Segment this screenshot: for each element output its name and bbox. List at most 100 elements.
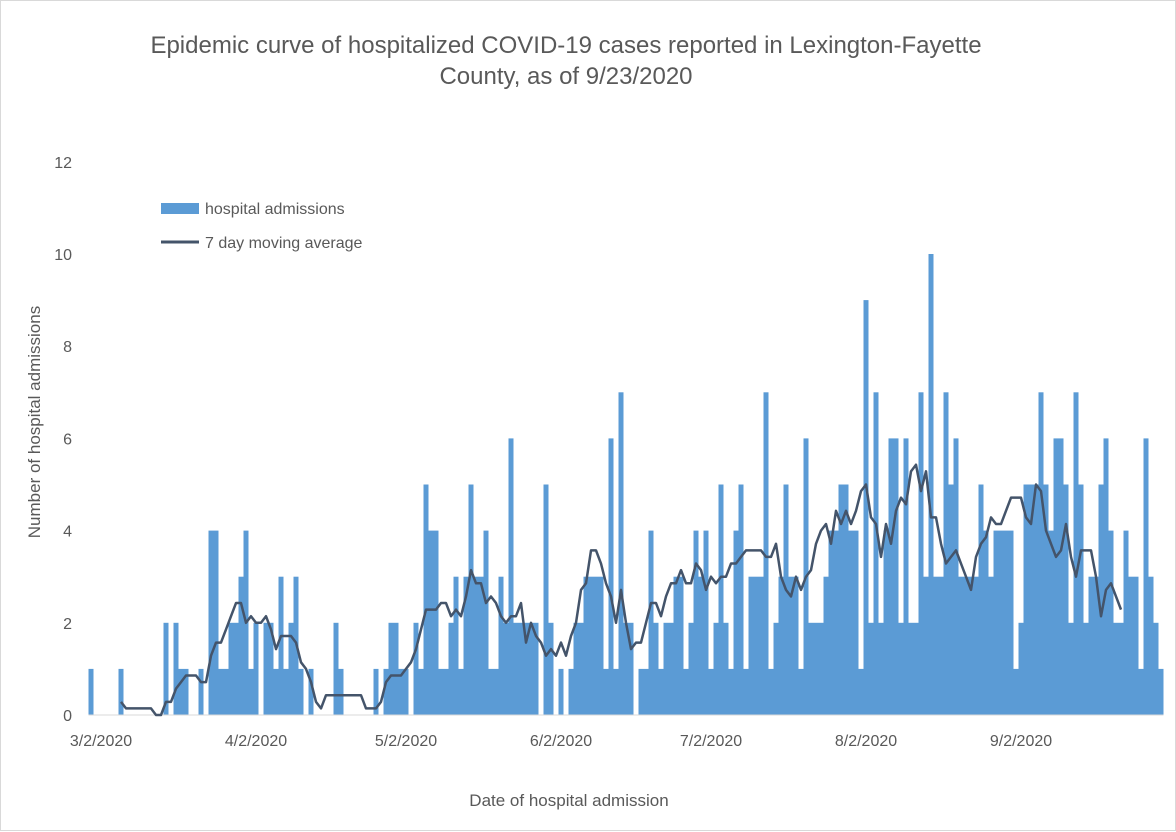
bar (983, 530, 989, 715)
bar (1133, 576, 1139, 715)
bar (933, 576, 939, 715)
bar (638, 668, 644, 715)
bar (678, 576, 684, 715)
bar (518, 622, 524, 715)
bar (393, 622, 399, 715)
bar (643, 668, 649, 715)
bar (718, 484, 724, 715)
bar (733, 530, 739, 715)
bar (828, 530, 834, 715)
legend-swatch-hospital-admissions (161, 203, 199, 214)
bar (953, 438, 959, 715)
bar (1098, 484, 1104, 715)
bar (1028, 484, 1034, 715)
bar (758, 576, 764, 715)
bar (223, 668, 229, 715)
bar (208, 530, 214, 715)
bar (738, 484, 744, 715)
y-tick-label: 12 (54, 155, 72, 172)
x-tick-label: 4/2/2020 (225, 733, 287, 750)
bar (948, 484, 954, 715)
bar (813, 622, 819, 715)
bar (513, 622, 519, 715)
bar (1018, 622, 1024, 715)
bar (443, 668, 449, 715)
bar (558, 668, 564, 715)
bar (613, 668, 619, 715)
bar (753, 576, 759, 715)
bar (503, 622, 509, 715)
bar (1008, 530, 1014, 715)
bar (818, 622, 824, 715)
bar (868, 622, 874, 715)
bar (603, 668, 609, 715)
bar (963, 576, 969, 715)
bar (648, 530, 654, 715)
bar (833, 530, 839, 715)
y-tick-label: 8 (63, 339, 72, 356)
x-tick-label: 8/2/2020 (835, 733, 897, 750)
x-tick-label: 5/2/2020 (375, 733, 437, 750)
bar (843, 484, 849, 715)
bar (498, 576, 504, 715)
y-tick-label: 4 (63, 524, 72, 541)
chart-title-line-1: Epidemic curve of hospitalized COVID-19 … (150, 32, 981, 59)
bar (383, 668, 389, 715)
bar (1158, 668, 1164, 715)
bar (1023, 484, 1029, 715)
bar (418, 668, 424, 715)
bar (993, 530, 999, 715)
bar (263, 622, 269, 715)
bar (858, 668, 864, 715)
bar (238, 576, 244, 715)
legend: hospital admissions 7 day moving average (161, 201, 363, 252)
bar (438, 668, 444, 715)
bar (1038, 392, 1044, 715)
bar (548, 622, 554, 715)
chart-title-line-2: County, as of 9/23/2020 (439, 63, 692, 90)
bar (1143, 438, 1149, 715)
bar (198, 668, 204, 715)
bar (903, 438, 909, 715)
x-tick-label: 6/2/2020 (530, 733, 592, 750)
bar (668, 622, 674, 715)
bar (333, 622, 339, 715)
bar (1128, 576, 1134, 715)
bar (1113, 622, 1119, 715)
bar (493, 668, 499, 715)
bar (863, 300, 869, 715)
bar (1078, 484, 1084, 715)
bar (913, 622, 919, 715)
bar (388, 622, 394, 715)
bar (1063, 484, 1069, 715)
bar (768, 668, 774, 715)
x-tick-label: 9/2/2020 (990, 733, 1052, 750)
bar (788, 576, 794, 715)
bar (888, 438, 894, 715)
bar (873, 392, 879, 715)
bar (928, 254, 934, 715)
bar (118, 668, 124, 715)
bar (403, 668, 409, 715)
bar (1043, 484, 1049, 715)
bar (793, 576, 799, 715)
x-tick-label: 7/2/2020 (680, 733, 742, 750)
bar (398, 668, 404, 715)
legend-label-moving-average: 7 day moving average (205, 235, 363, 252)
bar (1103, 438, 1109, 715)
bar (1048, 530, 1054, 715)
bar (663, 622, 669, 715)
bar (978, 484, 984, 715)
bar (1053, 438, 1059, 715)
bar (173, 622, 179, 715)
bar (708, 668, 714, 715)
bar (573, 622, 579, 715)
bar (713, 622, 719, 715)
bar (898, 622, 904, 715)
bar (608, 438, 614, 715)
bar (253, 622, 259, 715)
bar (1073, 392, 1079, 715)
bar (423, 484, 429, 715)
